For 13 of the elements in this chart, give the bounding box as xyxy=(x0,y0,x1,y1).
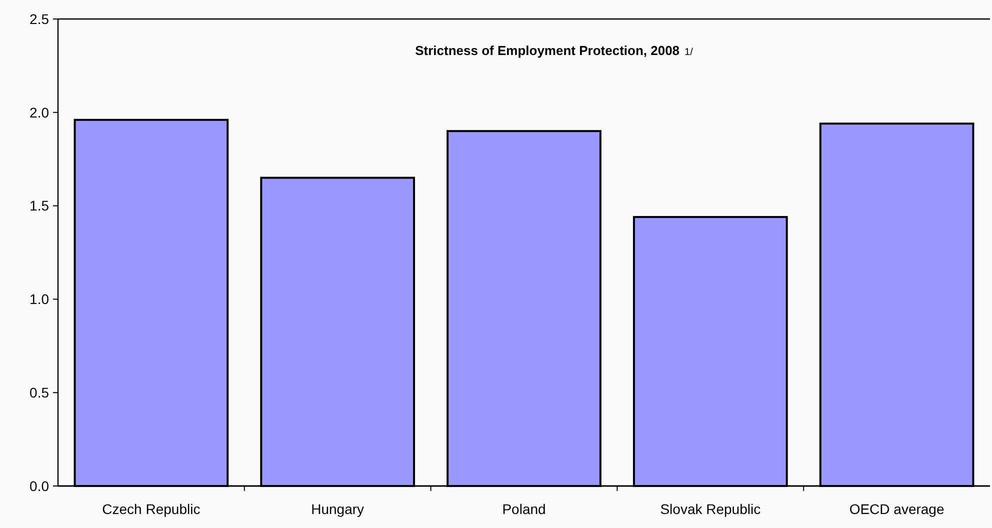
y-tick-label: 0.0 xyxy=(30,478,50,494)
y-tick-label: 1.5 xyxy=(30,198,50,214)
y-tick-label: 2.5 xyxy=(30,10,50,27)
x-tick-label: Hungary xyxy=(311,501,364,517)
x-tick-label: Slovak Republic xyxy=(660,501,761,517)
y-tick-label: 0.5 xyxy=(30,384,50,400)
y-tick-label: 2.0 xyxy=(30,104,50,120)
annotation: 1/ xyxy=(684,47,694,58)
y-tick-label: 1.0 xyxy=(30,291,50,308)
x-tick-label: Poland xyxy=(502,501,546,517)
text: Strictness of Employment Protection, 2008 xyxy=(415,43,680,58)
x-tick-label: Czech Republic xyxy=(102,501,200,517)
x-tick-label: OECD average xyxy=(849,501,944,517)
